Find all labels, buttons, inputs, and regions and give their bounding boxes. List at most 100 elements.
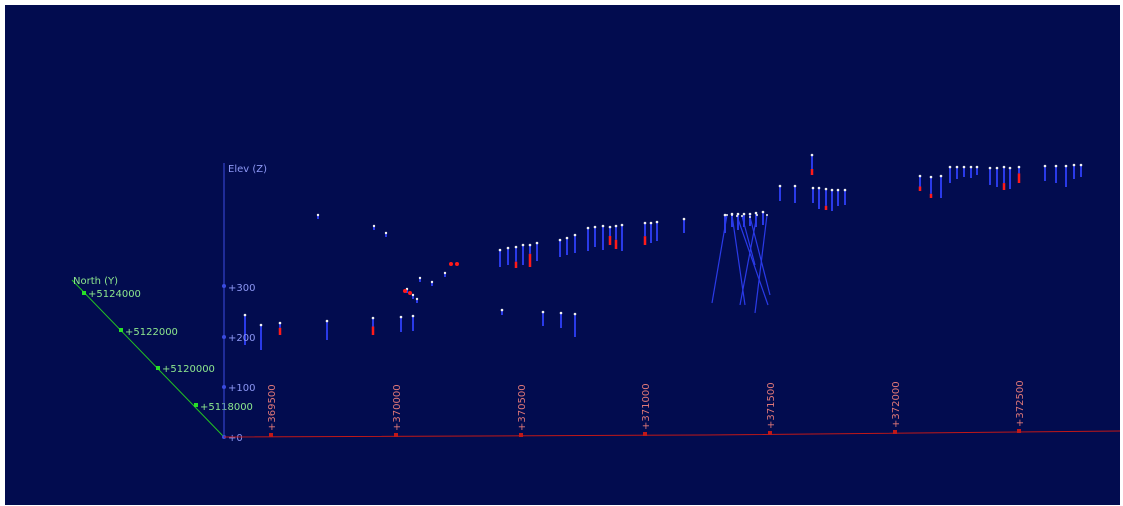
east-tick: +372500 xyxy=(1015,380,1026,433)
drillhole-collar xyxy=(411,293,415,297)
drillhole-collar xyxy=(736,215,738,217)
drillhole-collar xyxy=(535,241,539,245)
east-tick: +370500 xyxy=(517,384,528,437)
drillhole-collar xyxy=(793,184,797,188)
drillhole-collar xyxy=(498,248,502,252)
elevation-tick: +100 xyxy=(222,383,255,394)
east-axis-line xyxy=(223,430,1120,438)
drillhole-collar xyxy=(1002,165,1006,169)
north-tick: +5124000 xyxy=(82,289,141,300)
north-tick-label: +5118000 xyxy=(200,402,253,413)
drillhole-collar xyxy=(620,223,624,227)
drillhole-collar xyxy=(811,186,815,190)
3d-viewport[interactable]: North (Y) +5118000 +5120000 +5122000 +51… xyxy=(5,5,1120,505)
drillhole-collar xyxy=(558,238,562,242)
elevation-tick-label: +100 xyxy=(228,383,255,394)
drillhole-collar xyxy=(449,262,453,266)
drillhole-collar xyxy=(399,315,403,319)
drillhole-collar xyxy=(742,212,746,216)
east-tick-label: +372000 xyxy=(891,381,902,428)
drillhole-collar xyxy=(723,213,727,217)
drillhole-segment xyxy=(711,214,728,304)
drillhole-collar xyxy=(736,212,740,216)
east-tick-label: +369500 xyxy=(267,384,278,431)
drillhole-collar xyxy=(810,153,814,157)
drillhole-collar xyxy=(969,165,973,169)
drillhole-collar xyxy=(586,226,590,230)
drillhole-collar xyxy=(455,262,459,266)
drillhole-collar xyxy=(824,187,828,191)
drillhole-collar xyxy=(384,231,388,235)
drillhole-scene[interactable]: North (Y) +5118000 +5120000 +5122000 +51… xyxy=(5,5,1120,505)
north-tick: +5122000 xyxy=(119,327,178,338)
east-tick-label: +370000 xyxy=(392,384,403,431)
drillhole-collar xyxy=(1043,164,1047,168)
east-tick-label: +371500 xyxy=(766,382,777,429)
drillhole-collar xyxy=(955,165,959,169)
drillhole-collar xyxy=(918,174,922,178)
drillhole-collar xyxy=(731,214,733,216)
east-tick-label: +370500 xyxy=(517,384,528,431)
drillhole-collar xyxy=(830,188,834,192)
elevation-tick-label: +300 xyxy=(228,283,255,294)
drillhole-collar xyxy=(278,321,282,325)
north-tick: +5120000 xyxy=(156,364,215,375)
elevation-tick: +300 xyxy=(222,283,255,294)
elevation-axis-title: Elev (Z) xyxy=(228,164,267,175)
north-tick-label: +5124000 xyxy=(88,289,141,300)
drillhole-collar xyxy=(649,221,653,225)
drillhole-collar xyxy=(756,214,758,216)
drillhole-collar xyxy=(975,165,979,169)
north-tick: +5118000 xyxy=(194,402,253,413)
drillhole-collar xyxy=(608,225,612,229)
drillhole-collar xyxy=(573,312,577,316)
drillhole-collar xyxy=(506,246,510,250)
east-tick: +371500 xyxy=(766,382,777,435)
drillhole-collar xyxy=(593,225,597,229)
drillhole-collar xyxy=(430,280,434,284)
drillhole-collar xyxy=(995,166,999,170)
drillhole-collar xyxy=(418,276,422,280)
drillhole-segment xyxy=(749,216,771,296)
drillhole-collar xyxy=(962,165,966,169)
drillhole-collar xyxy=(325,319,329,323)
drillhole-collar xyxy=(726,214,728,216)
drillhole-collar xyxy=(655,220,659,224)
drillhole-collar xyxy=(741,215,743,217)
drillhole-collar xyxy=(948,165,952,169)
drillhole-segment xyxy=(754,214,768,314)
elevation-tick-label: +0 xyxy=(228,433,243,444)
elevation-tick-label: +200 xyxy=(228,333,255,344)
drillhole-collar xyxy=(929,175,933,179)
drillhole-collar xyxy=(559,311,563,315)
drillhole-collar xyxy=(1064,164,1068,168)
drillhole-collar xyxy=(372,224,376,228)
drillhole-collar xyxy=(541,310,545,314)
drillhole-collar xyxy=(748,212,752,216)
drillhole-collar xyxy=(403,289,407,293)
drillhole-collar xyxy=(259,323,263,327)
north-tick-label: +5122000 xyxy=(125,327,178,338)
drillhole-collar xyxy=(749,216,751,218)
east-axis: +369500 +370000 +370500 +371000 +371500 … xyxy=(223,380,1120,438)
drillhole-collar xyxy=(415,297,419,301)
drillhole-collar xyxy=(443,271,447,275)
drillhole-collar xyxy=(778,184,782,188)
drillhole-collar xyxy=(761,210,765,214)
drillhole-segment xyxy=(736,215,769,306)
drillhole-collar xyxy=(565,236,569,240)
east-tick: +371000 xyxy=(641,383,652,436)
drillhole-collar xyxy=(514,245,518,249)
drillhole-collar xyxy=(500,308,504,312)
drillhole-collar xyxy=(243,313,247,317)
drillhole-collar xyxy=(411,314,415,318)
drillhole-collar xyxy=(988,166,992,170)
drillhole-collar xyxy=(521,243,525,247)
drillhole-collar xyxy=(754,211,758,215)
drillhole-collar xyxy=(1072,163,1076,167)
drillhole-collar xyxy=(766,214,768,216)
drillhole-collar xyxy=(528,243,532,247)
east-tick-label: +372500 xyxy=(1015,380,1026,427)
east-tick: +370000 xyxy=(392,384,403,437)
drillhole-collar xyxy=(1017,165,1021,169)
